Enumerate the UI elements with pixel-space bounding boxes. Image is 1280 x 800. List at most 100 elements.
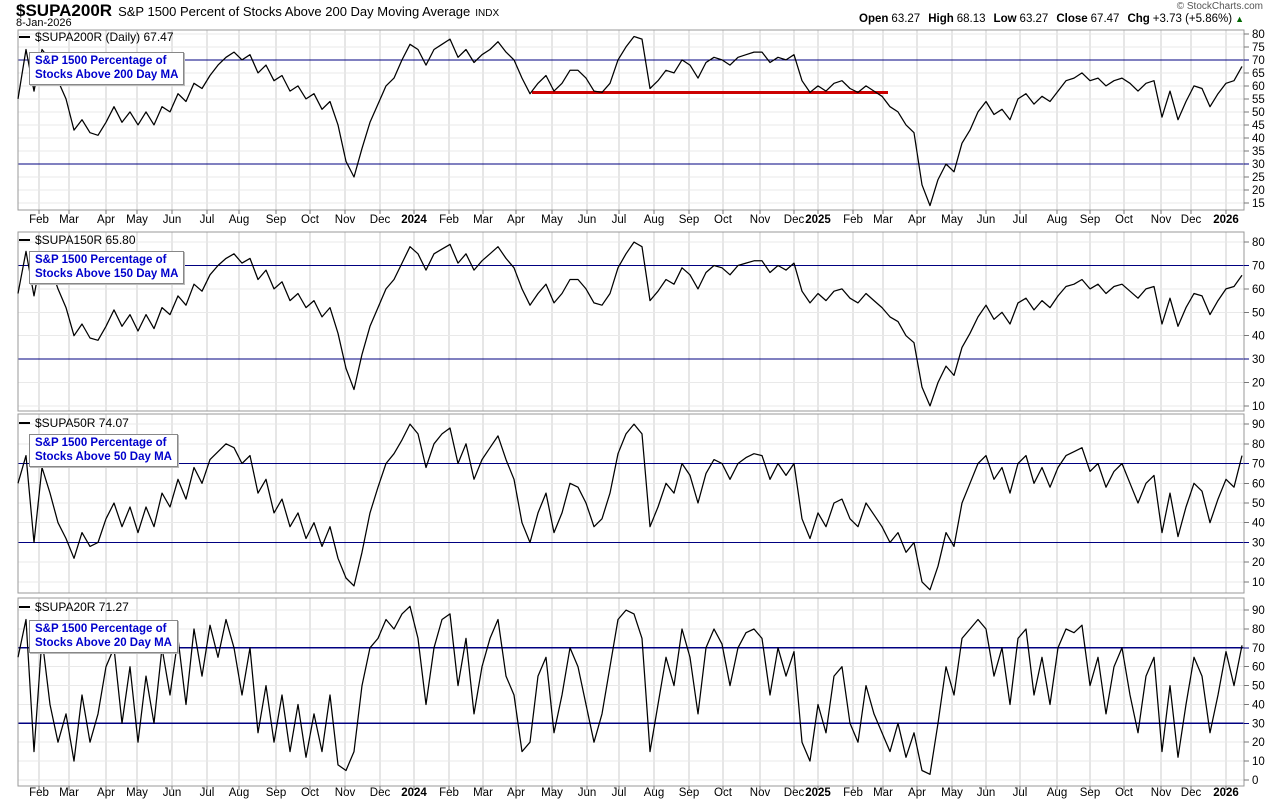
panel2-label-box: S&P 1500 Percentage of Stocks Above 150 … — [29, 251, 185, 284]
svg-text:Apr: Apr — [507, 214, 525, 226]
svg-text:Oct: Oct — [714, 787, 733, 799]
svg-text:40: 40 — [1252, 133, 1265, 145]
svg-text:Dec: Dec — [370, 787, 391, 799]
svg-text:May: May — [941, 214, 963, 226]
svg-text:10: 10 — [1252, 401, 1265, 413]
svg-text:50: 50 — [1252, 107, 1265, 119]
svg-text:50: 50 — [1252, 681, 1265, 693]
svg-text:Dec: Dec — [784, 214, 805, 226]
svg-text:Feb: Feb — [843, 214, 863, 226]
svg-text:40: 40 — [1252, 331, 1265, 343]
svg-text:30: 30 — [1252, 718, 1265, 730]
svg-text:60: 60 — [1252, 662, 1265, 674]
svg-text:25: 25 — [1252, 172, 1265, 184]
svg-text:Mar: Mar — [473, 787, 493, 799]
series-swatch-icon — [19, 422, 30, 424]
svg-text:Feb: Feb — [29, 214, 49, 226]
svg-text:Mar: Mar — [59, 787, 79, 799]
svg-text:2024: 2024 — [401, 214, 427, 226]
series-swatch-icon — [19, 606, 30, 608]
svg-text:Jun: Jun — [977, 787, 996, 799]
panel1-legend: $SUPA200R (Daily) 67.47 — [19, 30, 174, 44]
panel4-label-box: S&P 1500 Percentage of Stocks Above 20 D… — [29, 620, 178, 653]
svg-text:Dec: Dec — [784, 787, 805, 799]
panel2-label-line2: Stocks Above 150 Day MA — [35, 268, 179, 280]
svg-text:Aug: Aug — [1047, 787, 1067, 799]
svg-text:80: 80 — [1252, 29, 1265, 41]
panel4-label-line2: Stocks Above 20 Day MA — [35, 637, 172, 649]
panel4-label-line1: S&P 1500 Percentage of — [35, 623, 167, 635]
panel3-label-line2: Stocks Above 50 Day MA — [35, 451, 172, 463]
panel1-legend-text: $SUPA200R (Daily) 67.47 — [35, 30, 174, 44]
svg-text:Nov: Nov — [1151, 214, 1172, 226]
svg-text:40: 40 — [1252, 518, 1265, 530]
quote-bar: Open 63.27 High 68.13 Low 63.27 Close 67.47 Chg +… — [859, 13, 1244, 25]
svg-text:Mar: Mar — [873, 787, 893, 799]
svg-text:2026: 2026 — [1213, 787, 1239, 799]
svg-text:Aug: Aug — [229, 214, 249, 226]
svg-text:Jun: Jun — [163, 787, 182, 799]
svg-text:90: 90 — [1252, 605, 1265, 617]
svg-text:55: 55 — [1252, 94, 1265, 106]
svg-text:Oct: Oct — [301, 787, 320, 799]
svg-text:60: 60 — [1252, 284, 1265, 296]
svg-text:90: 90 — [1252, 419, 1265, 431]
svg-text:2026: 2026 — [1213, 214, 1239, 226]
svg-text:Sep: Sep — [1080, 787, 1100, 799]
svg-text:65: 65 — [1252, 68, 1265, 80]
series-swatch-icon — [19, 239, 30, 241]
panel1-label-line1: S&P 1500 Percentage of — [35, 55, 167, 67]
svg-text:70: 70 — [1252, 260, 1265, 272]
svg-text:20: 20 — [1252, 737, 1265, 749]
svg-text:May: May — [126, 214, 148, 226]
svg-text:Aug: Aug — [1047, 214, 1067, 226]
svg-text:50: 50 — [1252, 498, 1265, 510]
close-label: Close — [1056, 13, 1088, 25]
svg-text:Sep: Sep — [266, 214, 286, 226]
svg-text:Nov: Nov — [1151, 787, 1172, 799]
svg-text:15: 15 — [1252, 198, 1265, 210]
svg-text:Oct: Oct — [1115, 787, 1134, 799]
svg-text:Apr: Apr — [908, 787, 926, 799]
svg-text:45: 45 — [1252, 120, 1265, 132]
svg-text:20: 20 — [1252, 557, 1265, 569]
svg-text:30: 30 — [1252, 537, 1265, 549]
panel2-label-line1: S&P 1500 Percentage of — [35, 254, 167, 266]
svg-text:Feb: Feb — [843, 787, 863, 799]
svg-text:Mar: Mar — [473, 214, 493, 226]
svg-text:75: 75 — [1252, 42, 1265, 54]
chart-header: $SUPA200R S&P 1500 Percent of Stocks Abov… — [16, 1, 499, 21]
svg-text:Jun: Jun — [977, 214, 996, 226]
svg-text:Nov: Nov — [335, 214, 356, 226]
svg-text:Aug: Aug — [229, 787, 249, 799]
svg-text:2025: 2025 — [805, 214, 831, 226]
copyright-label: © StockCharts.com — [1176, 1, 1263, 12]
panel2-legend-text: $SUPA150R 65.80 — [35, 233, 136, 247]
high-value: 68.13 — [956, 13, 986, 25]
svg-text:Sep: Sep — [266, 787, 286, 799]
svg-text:Apr: Apr — [97, 214, 115, 226]
change-label: Chg — [1127, 13, 1150, 25]
panel4-legend: $SUPA20R 71.27 — [19, 600, 129, 614]
svg-text:Sep: Sep — [679, 214, 699, 226]
svg-text:10: 10 — [1252, 577, 1265, 589]
panel3-label-line1: S&P 1500 Percentage of — [35, 437, 167, 449]
svg-text:40: 40 — [1252, 699, 1265, 711]
close-value: 67.47 — [1090, 13, 1120, 25]
svg-text:80: 80 — [1252, 237, 1265, 249]
svg-text:Feb: Feb — [29, 787, 49, 799]
change-value: +3.73 (+5.86%) — [1152, 13, 1233, 25]
svg-text:Mar: Mar — [59, 214, 79, 226]
panel3-label-box: S&P 1500 Percentage of Stocks Above 50 D… — [29, 434, 178, 467]
svg-text:Nov: Nov — [750, 787, 771, 799]
svg-text:Aug: Aug — [644, 214, 664, 226]
up-arrow-icon: ▲ — [1235, 14, 1244, 24]
svg-text:Feb: Feb — [439, 787, 459, 799]
svg-text:Dec: Dec — [370, 214, 391, 226]
svg-text:Oct: Oct — [301, 214, 320, 226]
svg-text:Jun: Jun — [578, 787, 597, 799]
svg-text:70: 70 — [1252, 643, 1265, 655]
svg-text:10: 10 — [1252, 756, 1265, 768]
svg-text:Oct: Oct — [1115, 214, 1134, 226]
